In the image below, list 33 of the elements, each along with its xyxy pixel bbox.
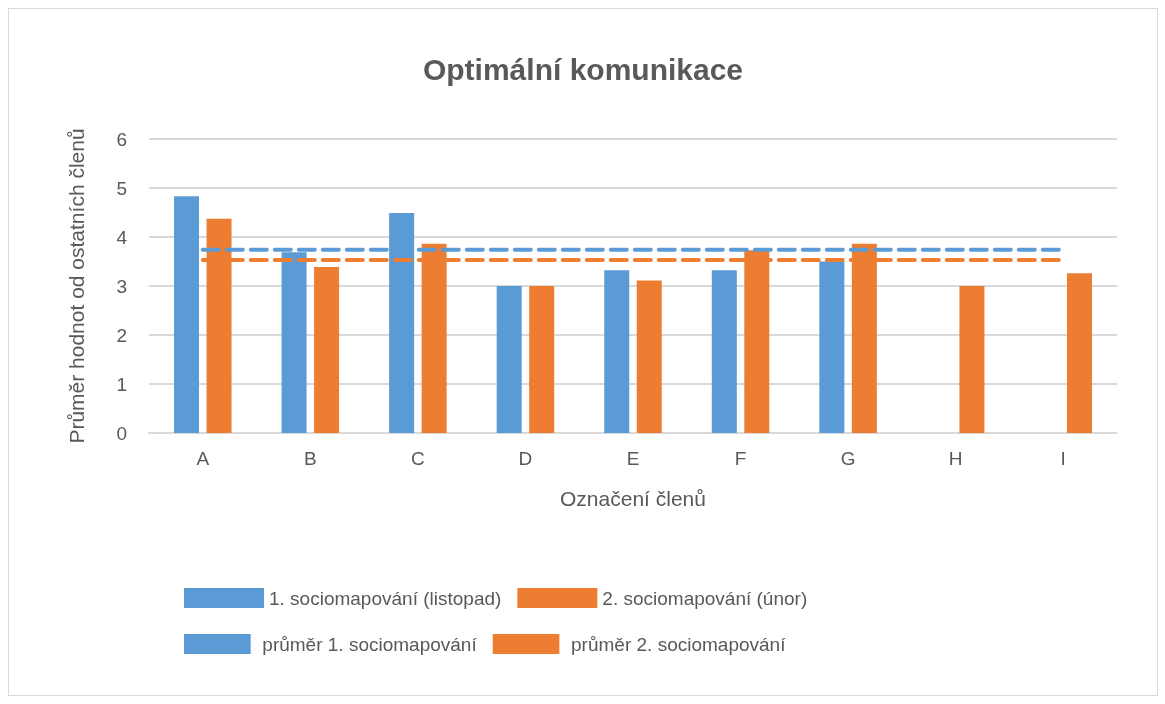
bar: [1066, 273, 1092, 433]
y-tick-label: 4: [116, 226, 128, 248]
legend-label: 2. sociomapování (únor): [602, 587, 808, 609]
bar: [604, 270, 630, 433]
y-tick-label: 1: [116, 373, 127, 395]
x-tick-label: A: [196, 448, 210, 469]
bar: [819, 261, 845, 433]
legend-label: průměr 1. sociomapování: [262, 633, 478, 655]
x-tick-label: B: [303, 448, 317, 469]
y-axis-title: Průměr hodnot od ostatních členů: [65, 128, 88, 444]
bar: [636, 280, 662, 433]
x-tick-label: F: [734, 448, 747, 469]
x-tick-label: G: [840, 448, 856, 469]
x-tick-label: D: [518, 448, 533, 469]
bar: [174, 196, 200, 433]
y-tick-label: 5: [116, 177, 127, 199]
chart-title: Optimální komunikace: [422, 52, 744, 86]
bar: [314, 266, 340, 433]
bar: [711, 270, 737, 433]
legend-label: 1. sociomapování (listopad): [269, 587, 502, 609]
x-tick-label: I: [1060, 448, 1066, 469]
y-tick-label: 0: [116, 422, 127, 444]
bar: [496, 286, 522, 433]
y-tick-label: 3: [116, 275, 127, 297]
bar: [959, 286, 985, 433]
x-tick-label: E: [626, 448, 640, 469]
y-tick-label: 6: [116, 128, 127, 150]
x-tick-label: C: [411, 448, 425, 469]
bar: [529, 286, 555, 433]
x-tick-label: H: [948, 448, 963, 469]
y-tick-label: 2: [116, 324, 127, 346]
x-axis-title: Označení členů: [560, 487, 706, 510]
legend-label: průměr 2. sociomapování: [571, 633, 787, 655]
